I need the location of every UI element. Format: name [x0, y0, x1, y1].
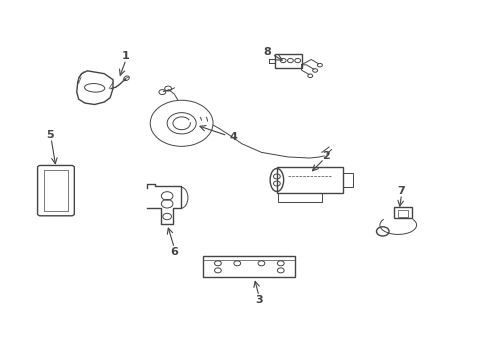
Text: 4: 4 — [229, 132, 237, 142]
Text: 8: 8 — [264, 47, 271, 57]
Bar — [342, 173, 352, 187]
Bar — [44, 170, 67, 211]
Bar — [274, 54, 301, 68]
Text: 3: 3 — [255, 295, 262, 305]
Bar — [278, 193, 321, 202]
Bar — [397, 210, 407, 216]
Text: 7: 7 — [397, 186, 405, 195]
Text: 2: 2 — [321, 151, 329, 161]
Bar — [393, 207, 411, 218]
Bar — [203, 256, 295, 278]
Bar — [276, 167, 342, 193]
Text: 1: 1 — [122, 51, 130, 61]
Text: 5: 5 — [46, 130, 54, 140]
Text: 6: 6 — [170, 247, 178, 257]
